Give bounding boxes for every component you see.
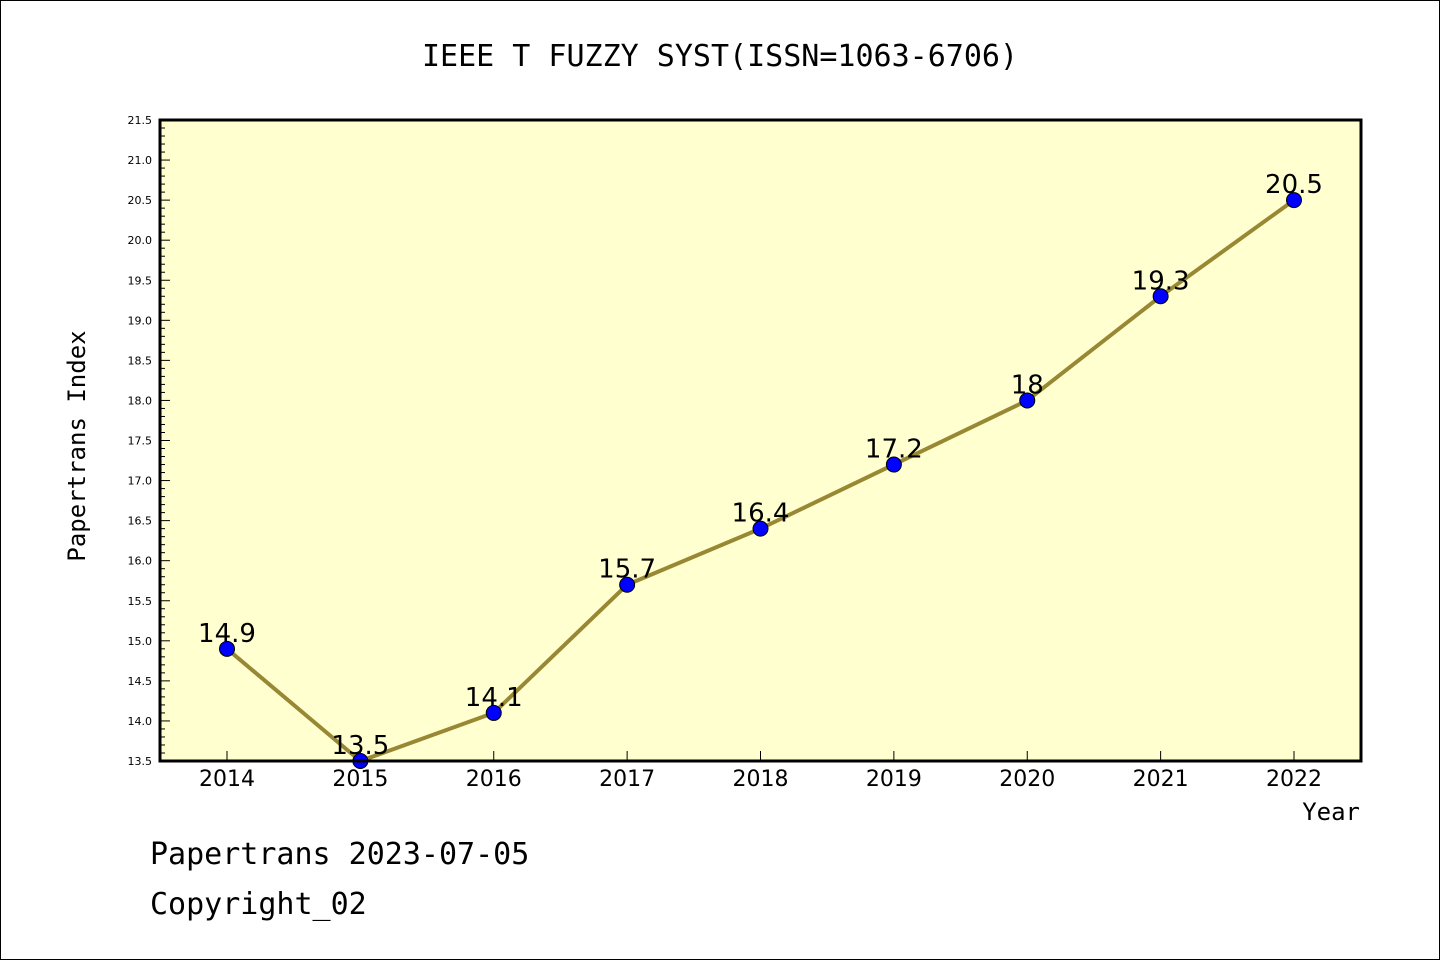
data-label: 17.2	[865, 435, 923, 465]
data-label: 14.9	[198, 619, 256, 649]
data-label: 18	[1011, 370, 1044, 400]
plot-border	[158, 118, 1363, 763]
y-tick-label: 21.0	[128, 154, 153, 167]
x-tick-label: 2015	[332, 767, 388, 792]
y-tick-label: 16.5	[128, 515, 153, 528]
y-axis-label: Papertrans Index	[63, 330, 91, 561]
footer-copyright: Copyright_02	[150, 887, 367, 922]
y-tick-label: 17.0	[128, 475, 153, 488]
y-tick-label: 19.0	[128, 314, 153, 327]
data-label: 13.5	[331, 731, 389, 761]
data-point	[1286, 192, 1302, 209]
data-label: 14.1	[465, 683, 523, 713]
y-tick-label: 18.5	[128, 354, 153, 367]
data-point	[1152, 288, 1169, 305]
data-label: 16.4	[732, 499, 790, 529]
data-point	[1019, 392, 1036, 409]
chart-title: IEEE T FUZZY SYST(ISSN=1063-6706)	[422, 39, 1018, 74]
y-tick-label: 14.0	[128, 715, 153, 728]
x-axis: 2014 2015 2016 2017 2018 2019 2020 2021 2022	[199, 751, 1322, 792]
data-point	[219, 640, 235, 657]
x-tick-label: 2020	[999, 767, 1055, 792]
data-point	[485, 704, 502, 721]
footer-date: Papertrans 2023-07-05	[150, 837, 529, 872]
x-tick-label: 2018	[733, 767, 789, 792]
x-axis-label: Year	[1302, 798, 1360, 826]
y-tick-label: 15.0	[128, 635, 153, 648]
y-tick-label: 13.5	[128, 755, 153, 768]
y-tick-label: 17.5	[128, 435, 153, 448]
x-tick-label: 2019	[866, 767, 922, 792]
series: 14.9 13.5 14.1 15.7 16.4 17.2 18 19.3 20.5	[198, 170, 1323, 769]
x-tick-label: 2022	[1266, 767, 1322, 792]
y-tick-label: 20.0	[128, 234, 153, 247]
y-axis: 13.5 14.0 14.5 15.0 15.5 16.0 16.5 17.0 17.5 18.0…	[128, 114, 170, 768]
data-point	[752, 520, 769, 537]
data-point	[885, 456, 902, 473]
data-point	[619, 576, 636, 593]
y-tick-label: 16.0	[128, 555, 153, 568]
data-label: 20.5	[1265, 170, 1323, 200]
y-tick-label: 20.5	[128, 194, 153, 207]
data-label: 19.3	[1132, 266, 1190, 296]
data-label: 15.7	[598, 555, 656, 585]
x-tick-label: 2014	[199, 767, 255, 792]
x-tick-label: 2016	[466, 767, 522, 792]
y-tick-label: 14.5	[128, 675, 153, 688]
y-tick-label: 15.5	[128, 595, 153, 608]
plot-area	[160, 120, 1361, 761]
x-tick-label: 2021	[1133, 767, 1189, 792]
y-tick-label: 19.5	[128, 274, 153, 287]
x-tick-label: 2017	[599, 767, 655, 792]
y-tick-label: 18.0	[128, 394, 153, 407]
y-tick-label: 21.5	[128, 114, 153, 127]
